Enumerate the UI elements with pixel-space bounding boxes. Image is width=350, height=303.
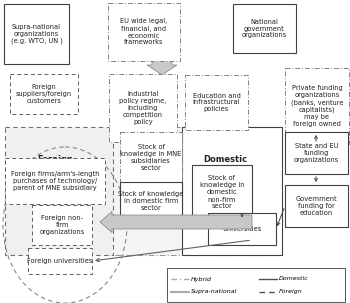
Text: Foreign non-
firm
organizations: Foreign non- firm organizations (39, 215, 85, 235)
Text: Domestic: Domestic (279, 277, 309, 281)
Bar (285, 68, 349, 144)
Bar (120, 132, 182, 183)
Bar (108, 127, 278, 255)
Text: Foreign
Knowledge: Foreign Knowledge (29, 155, 81, 175)
Bar (182, 127, 282, 255)
Text: Foreign firms/arm's-length
purchases of technology/
parent of MNE subsidiary: Foreign firms/arm's-length purchases of … (11, 171, 99, 191)
Bar (233, 4, 296, 53)
Bar (10, 74, 78, 114)
Text: Private funding
organizations
(banks, venture
capitalists)
may be
foreign owned: Private funding organizations (banks, ve… (291, 85, 343, 127)
Text: Universities: Universities (222, 226, 262, 232)
Bar (5, 127, 113, 255)
Bar (192, 165, 252, 220)
Bar (28, 248, 92, 274)
Text: Industrial
policy regime,
including
competition
policy: Industrial policy regime, including comp… (119, 91, 167, 125)
Text: State and EU
funding
organizations: State and EU funding organizations (294, 143, 339, 163)
Text: Foreign: Foreign (279, 289, 303, 295)
Text: Government
funding for
education: Government funding for education (296, 196, 337, 216)
Text: Foreign universities: Foreign universities (27, 258, 93, 264)
Text: National
government
organizations: National government organizations (242, 18, 287, 38)
Text: Stock of
knowledge in
domestic
non-firm
sector: Stock of knowledge in domestic non-firm … (200, 175, 244, 209)
Text: Stock of
knowledge in MNE
subsidiaries
sector: Stock of knowledge in MNE subsidiaries s… (120, 144, 182, 171)
Text: Supra-national: Supra-national (191, 289, 237, 295)
Bar (285, 185, 348, 227)
Text: Foreign
suppliers/foreign
customers: Foreign suppliers/foreign customers (16, 84, 72, 104)
Bar (185, 75, 248, 130)
Bar (167, 268, 345, 302)
Text: Education and
infrastructural
policies: Education and infrastructural policies (193, 92, 240, 112)
Bar (208, 213, 276, 245)
Bar (4, 4, 69, 64)
Bar (108, 3, 180, 61)
Polygon shape (100, 211, 252, 232)
Text: Supra-national
organizations
(e.g. WTO, UN ): Supra-national organizations (e.g. WTO, … (10, 24, 62, 44)
Text: EU wide legal,
financial, and
economic
frameworks: EU wide legal, financial, and economic f… (120, 18, 168, 45)
Text: Stock of knowledge
in domestic firm
sector: Stock of knowledge in domestic firm sect… (118, 191, 184, 211)
Bar (285, 132, 348, 174)
Bar (109, 74, 177, 142)
Bar (120, 182, 182, 220)
Text: Hybrid: Hybrid (191, 277, 212, 281)
Text: Domestic
Knowledge: Domestic Knowledge (199, 155, 251, 175)
Bar (32, 205, 92, 245)
Bar (5, 158, 105, 204)
Polygon shape (147, 5, 177, 75)
